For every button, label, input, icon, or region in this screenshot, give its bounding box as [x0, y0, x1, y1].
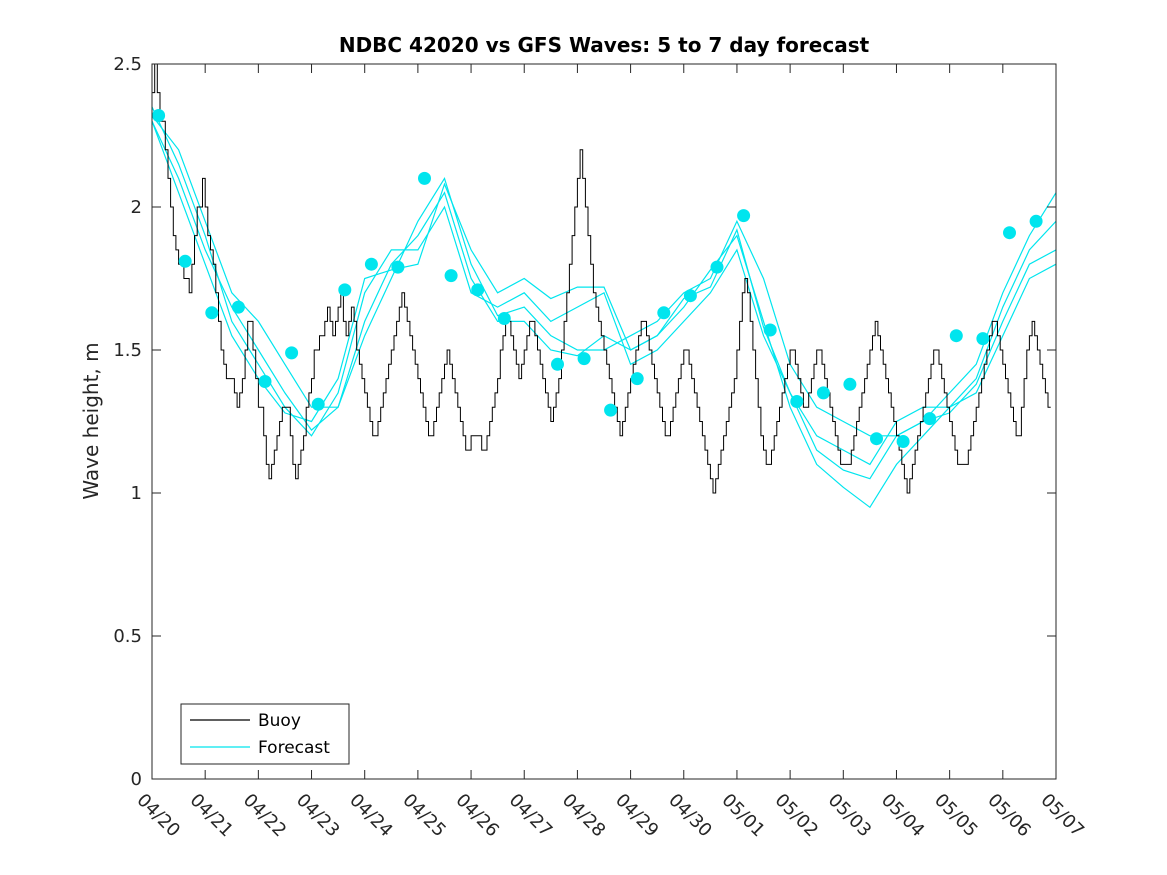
- forecast-marker: [763, 323, 777, 337]
- forecast-marker: [896, 435, 910, 448]
- forecast-line-4: [152, 120, 1056, 480]
- y-tick-label: 1: [131, 483, 142, 504]
- forecast-marker: [152, 109, 166, 122]
- forecast-line-3: [152, 106, 1056, 466]
- legend-box: [180, 703, 350, 765]
- forecast-marker: [843, 377, 857, 391]
- forecast-marker: [444, 269, 458, 283]
- forecast-marker: [338, 283, 352, 297]
- buoy-line: [152, 64, 1051, 494]
- y-tick-label: 0: [131, 769, 142, 790]
- y-axis: 0 0.5 1 1.5 2 2.5: [113, 54, 1056, 790]
- y-tick-label: 1.5: [113, 340, 142, 361]
- y-tick-label: 0.5: [113, 626, 142, 647]
- forecast-marker: [258, 375, 272, 388]
- plot-area: [151, 63, 1057, 780]
- forecast-marker: [364, 257, 378, 271]
- legend-label-buoy: Buoy: [258, 711, 301, 731]
- forecast-marker: [870, 432, 883, 446]
- y-tick-label: 2.5: [113, 54, 142, 75]
- forecast-marker: [976, 332, 990, 346]
- forecast-marker: [710, 260, 724, 274]
- forecast-marker: [178, 254, 192, 268]
- forecast-marker: [205, 306, 219, 320]
- legend: Buoy Forecast: [180, 703, 350, 765]
- forecast-marker: [683, 289, 697, 303]
- chart-title: NDBC 42020 vs GFS Waves: 5 to 7 day fore…: [339, 33, 870, 57]
- forecast-marker: [418, 171, 431, 185]
- legend-label-forecast: Forecast: [258, 738, 330, 758]
- forecast-marker: [285, 346, 299, 360]
- forecast-marker: [737, 209, 751, 223]
- forecast-marker: [790, 395, 804, 408]
- y-tick-label: 2: [131, 197, 142, 218]
- forecast-marker: [471, 283, 485, 297]
- axes-box: [151, 63, 1057, 780]
- forecast-marker: [497, 312, 511, 325]
- forecast-marker: [949, 329, 963, 343]
- forecast-marker: [1003, 226, 1016, 240]
- forecast-marker: [657, 306, 671, 320]
- forecast-marker: [391, 260, 405, 274]
- forecast-marker: [923, 412, 937, 426]
- forecast-marker: [816, 386, 830, 400]
- forecast-marker: [1029, 214, 1043, 228]
- forecast-marker: [630, 372, 644, 386]
- forecast-marker: [551, 357, 564, 371]
- forecast-marker: [604, 403, 618, 417]
- forecast-marker: [577, 352, 591, 366]
- forecast-marker: [231, 300, 245, 314]
- forecast-marker: [311, 397, 325, 411]
- y-axis-label: Wave height, m: [79, 342, 103, 499]
